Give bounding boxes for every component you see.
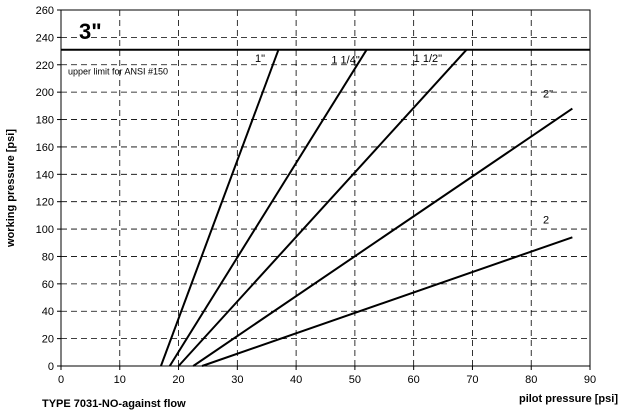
chart-footer: TYPE 7031-NO-against flow (42, 398, 186, 410)
limit-label: upper limit for ANSI #150 (68, 67, 168, 77)
y-tick-label: 140 (36, 169, 54, 181)
series-line (177, 49, 468, 367)
x-tick-label: 40 (290, 374, 302, 386)
y-tick-label: 60 (42, 279, 54, 291)
series-label: 1" (255, 53, 265, 65)
x-tick-label: 80 (525, 374, 537, 386)
y-tick-label: 220 (36, 60, 54, 72)
y-tick-label: 200 (36, 87, 54, 99)
series-label: 1 1/4" (331, 54, 359, 66)
y-tick-label: 100 (36, 224, 54, 236)
y-tick-label: 180 (36, 115, 54, 127)
x-tick-label: 20 (172, 374, 184, 386)
y-tick-label: 260 (36, 5, 54, 17)
size-label: 3" (79, 19, 102, 44)
y-tick-label: 240 (36, 32, 54, 44)
series-label: 2 (543, 215, 549, 227)
y-tick-label: 0 (48, 361, 54, 373)
x-tick-label: 70 (466, 374, 478, 386)
x-tick-label: 10 (114, 374, 126, 386)
x-tick-label: 0 (58, 374, 64, 386)
y-tick-label: 120 (36, 197, 54, 209)
y-tick-label: 20 (42, 334, 54, 346)
y-tick-label: 80 (42, 251, 54, 263)
y-tick-label: 40 (42, 306, 54, 318)
grid (61, 10, 590, 366)
x-tick-label: 50 (349, 374, 361, 386)
x-tick-label: 90 (584, 374, 596, 386)
series-label: 2" (543, 89, 553, 101)
y-axis-title: working pressure [psi] (5, 129, 17, 248)
series-line (159, 49, 280, 367)
series-group: 1" 1 1/4" 1 1/2" 2" 2 (159, 49, 573, 367)
x-tick-label: 60 (408, 374, 420, 386)
limit-group: upper limit for ANSI #150 (61, 48, 590, 77)
plot-area (60, 9, 591, 367)
series-line (192, 107, 573, 367)
x-tick-label: 30 (231, 374, 243, 386)
series-line (201, 236, 573, 367)
y-tick-label: 160 (36, 142, 54, 154)
series-label: 1 1/2" (414, 53, 442, 65)
axis-ticks: 0 10 20 30 40 50 60 70 80 90 0 20 40 60 80 100 120 140 160… (36, 5, 596, 386)
series-line (168, 49, 368, 367)
x-axis-title: pilot pressure [psi] (519, 393, 618, 405)
